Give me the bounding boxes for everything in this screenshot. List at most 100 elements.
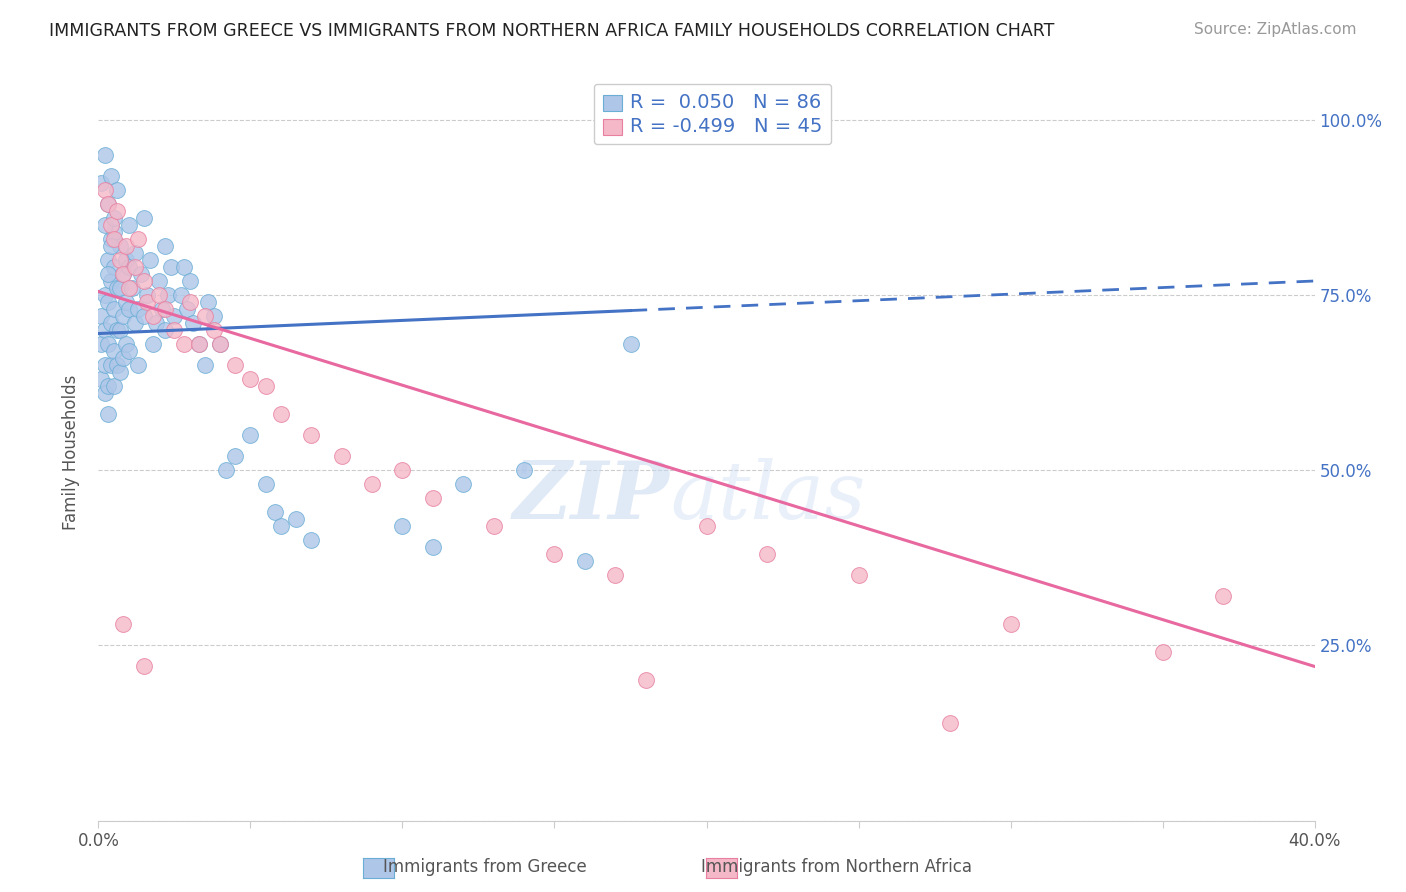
Y-axis label: Family Households: Family Households xyxy=(62,375,80,531)
Text: Immigrants from Greece: Immigrants from Greece xyxy=(384,858,586,876)
Point xyxy=(202,323,225,337)
Point xyxy=(848,568,870,582)
Point xyxy=(142,337,165,351)
Point xyxy=(270,519,292,533)
Point xyxy=(194,358,217,372)
Point xyxy=(422,541,444,555)
Point xyxy=(118,344,141,359)
Point xyxy=(118,301,141,316)
Point xyxy=(391,519,413,533)
Point xyxy=(114,337,136,351)
Point xyxy=(124,246,146,260)
Point xyxy=(96,337,118,351)
Point xyxy=(330,449,353,463)
Point xyxy=(96,197,118,211)
Point xyxy=(132,274,155,288)
Point xyxy=(108,252,131,267)
Point xyxy=(121,281,143,295)
Point xyxy=(103,260,125,274)
Point xyxy=(108,239,131,253)
Point xyxy=(127,232,149,246)
Point xyxy=(114,252,136,267)
Point xyxy=(173,260,195,274)
Point xyxy=(285,512,308,526)
Legend: R =  0.050   N = 86, R = -0.499   N = 45: R = 0.050 N = 86, R = -0.499 N = 45 xyxy=(595,85,831,144)
Point xyxy=(179,295,201,310)
Point xyxy=(254,477,277,491)
Point xyxy=(453,477,475,491)
Point xyxy=(197,295,219,310)
Point xyxy=(148,274,170,288)
Point xyxy=(150,301,173,316)
Point xyxy=(108,281,131,295)
Point xyxy=(224,358,246,372)
Point xyxy=(90,176,112,190)
Point xyxy=(224,449,246,463)
Point xyxy=(239,372,262,386)
Point xyxy=(173,337,195,351)
Point xyxy=(422,491,444,506)
Point xyxy=(939,715,962,730)
Point xyxy=(132,309,155,323)
Point xyxy=(105,281,128,295)
Point xyxy=(100,316,122,330)
Point xyxy=(176,301,198,316)
Point xyxy=(157,288,180,302)
Point xyxy=(142,309,165,323)
Point xyxy=(145,316,167,330)
Point xyxy=(100,218,122,232)
Point xyxy=(181,316,204,330)
Point xyxy=(391,463,413,477)
Point xyxy=(111,267,134,281)
Point xyxy=(163,323,186,337)
Point xyxy=(127,358,149,372)
Point xyxy=(187,337,209,351)
Point xyxy=(1152,645,1174,659)
Point xyxy=(187,337,209,351)
Point xyxy=(96,295,118,310)
Point xyxy=(105,203,128,218)
Point xyxy=(132,211,155,225)
Point xyxy=(155,323,177,337)
Point xyxy=(90,372,112,386)
Text: Source: ZipAtlas.com: Source: ZipAtlas.com xyxy=(1194,22,1357,37)
Point xyxy=(118,218,141,232)
Point xyxy=(254,379,277,393)
Point xyxy=(132,659,155,673)
Point xyxy=(124,260,146,274)
Point xyxy=(179,274,201,288)
Point xyxy=(155,239,177,253)
Point xyxy=(299,533,322,548)
Point xyxy=(194,309,217,323)
Point xyxy=(263,505,285,519)
Point xyxy=(619,337,641,351)
Point xyxy=(103,379,125,393)
Point xyxy=(96,197,118,211)
Point xyxy=(111,351,134,365)
Point xyxy=(103,225,125,239)
Point xyxy=(90,337,112,351)
Point xyxy=(93,386,115,401)
Point xyxy=(114,239,136,253)
Point xyxy=(605,568,627,582)
Point xyxy=(96,267,118,281)
Point xyxy=(90,309,112,323)
Point xyxy=(111,267,134,281)
Point xyxy=(1212,590,1234,604)
Point xyxy=(93,358,115,372)
Point xyxy=(756,547,779,561)
Point xyxy=(209,337,232,351)
Point xyxy=(105,183,128,197)
Point xyxy=(93,288,115,302)
Point xyxy=(93,183,115,197)
Point xyxy=(202,309,225,323)
Point xyxy=(215,463,238,477)
Point xyxy=(100,358,122,372)
Point xyxy=(96,407,118,421)
Point xyxy=(299,428,322,442)
Text: ZIP: ZIP xyxy=(513,458,671,535)
Point xyxy=(96,252,118,267)
Point xyxy=(239,428,262,442)
Point xyxy=(270,407,292,421)
Point xyxy=(93,148,115,162)
